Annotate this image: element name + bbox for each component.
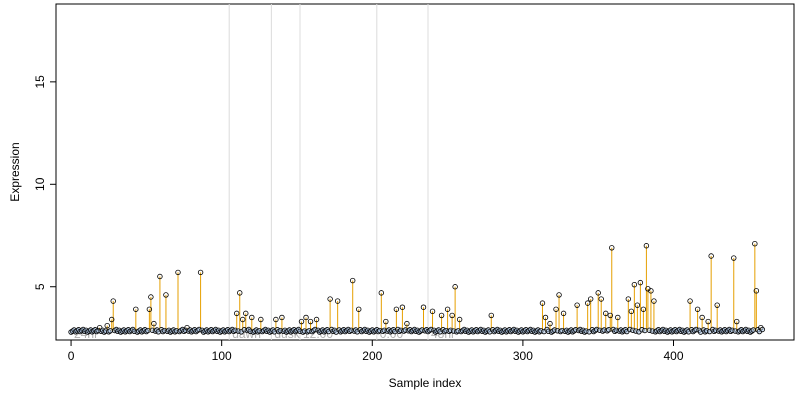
data-point <box>606 327 612 333</box>
peak-point <box>393 306 400 312</box>
peak-point <box>615 314 621 321</box>
peak-point <box>378 290 385 296</box>
peak-point <box>133 306 139 312</box>
x-tick-label: 300 <box>513 349 533 363</box>
peak-point <box>628 308 635 315</box>
peak-point <box>452 284 458 290</box>
peak-point <box>383 318 389 325</box>
x-tick-label: 200 <box>362 349 382 363</box>
peak-point <box>687 298 693 304</box>
plot-border <box>55 3 795 341</box>
peak-point <box>648 288 654 294</box>
peak-point <box>303 314 309 321</box>
peak-point <box>694 306 701 312</box>
peak-point <box>109 316 115 323</box>
x-tick-label: 400 <box>663 349 683 363</box>
peak-point <box>350 277 356 284</box>
peak-point <box>753 288 760 294</box>
peak-point <box>240 316 246 323</box>
peak-point <box>148 294 154 300</box>
data-point <box>642 327 648 334</box>
peak-point <box>243 310 249 317</box>
peak-point <box>456 316 463 323</box>
peak-point <box>584 300 591 306</box>
data-point <box>145 327 151 334</box>
peak-point <box>752 241 758 247</box>
peak-point <box>356 306 362 312</box>
peak-point <box>404 320 410 327</box>
peak-point <box>249 314 255 321</box>
peak-point <box>163 292 169 298</box>
y-tick-label: 10 <box>33 177 47 191</box>
peak-point <box>449 312 455 319</box>
peak-point <box>587 296 594 302</box>
peak-point <box>298 318 305 325</box>
peak-point <box>643 243 650 249</box>
peak-point <box>237 290 243 296</box>
peak-point <box>574 302 580 308</box>
peak-point <box>110 298 116 304</box>
peak-point <box>438 312 445 319</box>
peak-point <box>609 245 615 251</box>
peak-point <box>444 306 451 312</box>
peak-point <box>699 314 705 321</box>
peak-point <box>157 273 163 280</box>
region-dividers <box>228 4 429 340</box>
peak-point <box>273 316 279 323</box>
peak-point <box>151 320 157 327</box>
peak-point <box>539 300 546 306</box>
data-point <box>759 326 766 333</box>
peak-point <box>553 306 559 312</box>
data-point <box>107 328 113 334</box>
peak-point <box>547 320 553 327</box>
peak-point <box>258 316 264 323</box>
y-tick-label: 15 <box>33 75 47 89</box>
peak-point <box>327 296 333 302</box>
peak-point <box>104 322 110 329</box>
peak-point <box>640 306 647 312</box>
peak-point <box>731 255 737 261</box>
peak-point <box>607 312 613 319</box>
peak-point <box>637 279 644 286</box>
peak-point <box>146 306 153 312</box>
data-point <box>750 327 757 333</box>
peak-point <box>399 304 406 310</box>
peak-point <box>307 318 314 325</box>
peak-stems <box>99 243 762 331</box>
y-axis-title: Expression <box>8 142 22 201</box>
y-axis: 5 10 15 <box>33 75 56 290</box>
peak-point <box>631 281 638 288</box>
peak-point <box>556 292 562 298</box>
peak-point <box>705 318 711 325</box>
peak-point <box>542 314 549 321</box>
peak-point <box>598 296 604 302</box>
peak-point <box>197 269 204 276</box>
peak-point <box>714 302 720 308</box>
data-points <box>68 241 766 335</box>
peak-point <box>734 318 740 325</box>
x-axis: 0 100 200 300 400 <box>68 340 684 363</box>
peak-point <box>625 296 632 302</box>
peak-point <box>420 304 427 310</box>
x-tick-label: 0 <box>68 349 75 363</box>
x-tick-label: 100 <box>212 349 232 363</box>
peak-point <box>603 310 609 317</box>
peak-point <box>334 298 341 304</box>
peak-point <box>429 308 436 315</box>
peak-point <box>279 314 285 321</box>
peak-point <box>595 290 601 296</box>
x-axis-title: Sample index <box>389 376 462 390</box>
peak-point <box>651 298 657 304</box>
peak-point <box>560 310 567 317</box>
peak-point <box>488 312 494 319</box>
peak-point <box>634 302 641 308</box>
peak-point <box>234 310 240 317</box>
peak-point <box>313 316 320 323</box>
y-tick-label: 5 <box>33 283 47 290</box>
peak-point <box>708 253 714 259</box>
peak-point <box>175 269 181 276</box>
